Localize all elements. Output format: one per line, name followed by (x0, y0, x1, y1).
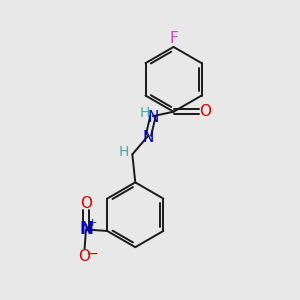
Text: N: N (142, 130, 154, 145)
Text: −: − (86, 247, 98, 261)
Text: H: H (119, 145, 129, 159)
Text: F: F (169, 31, 178, 46)
Text: N: N (79, 220, 93, 238)
Text: H: H (140, 106, 150, 120)
Text: O: O (79, 249, 91, 264)
Text: O: O (80, 196, 92, 211)
Text: O: O (199, 104, 211, 119)
Text: N: N (148, 110, 159, 125)
Text: +: + (88, 218, 97, 228)
